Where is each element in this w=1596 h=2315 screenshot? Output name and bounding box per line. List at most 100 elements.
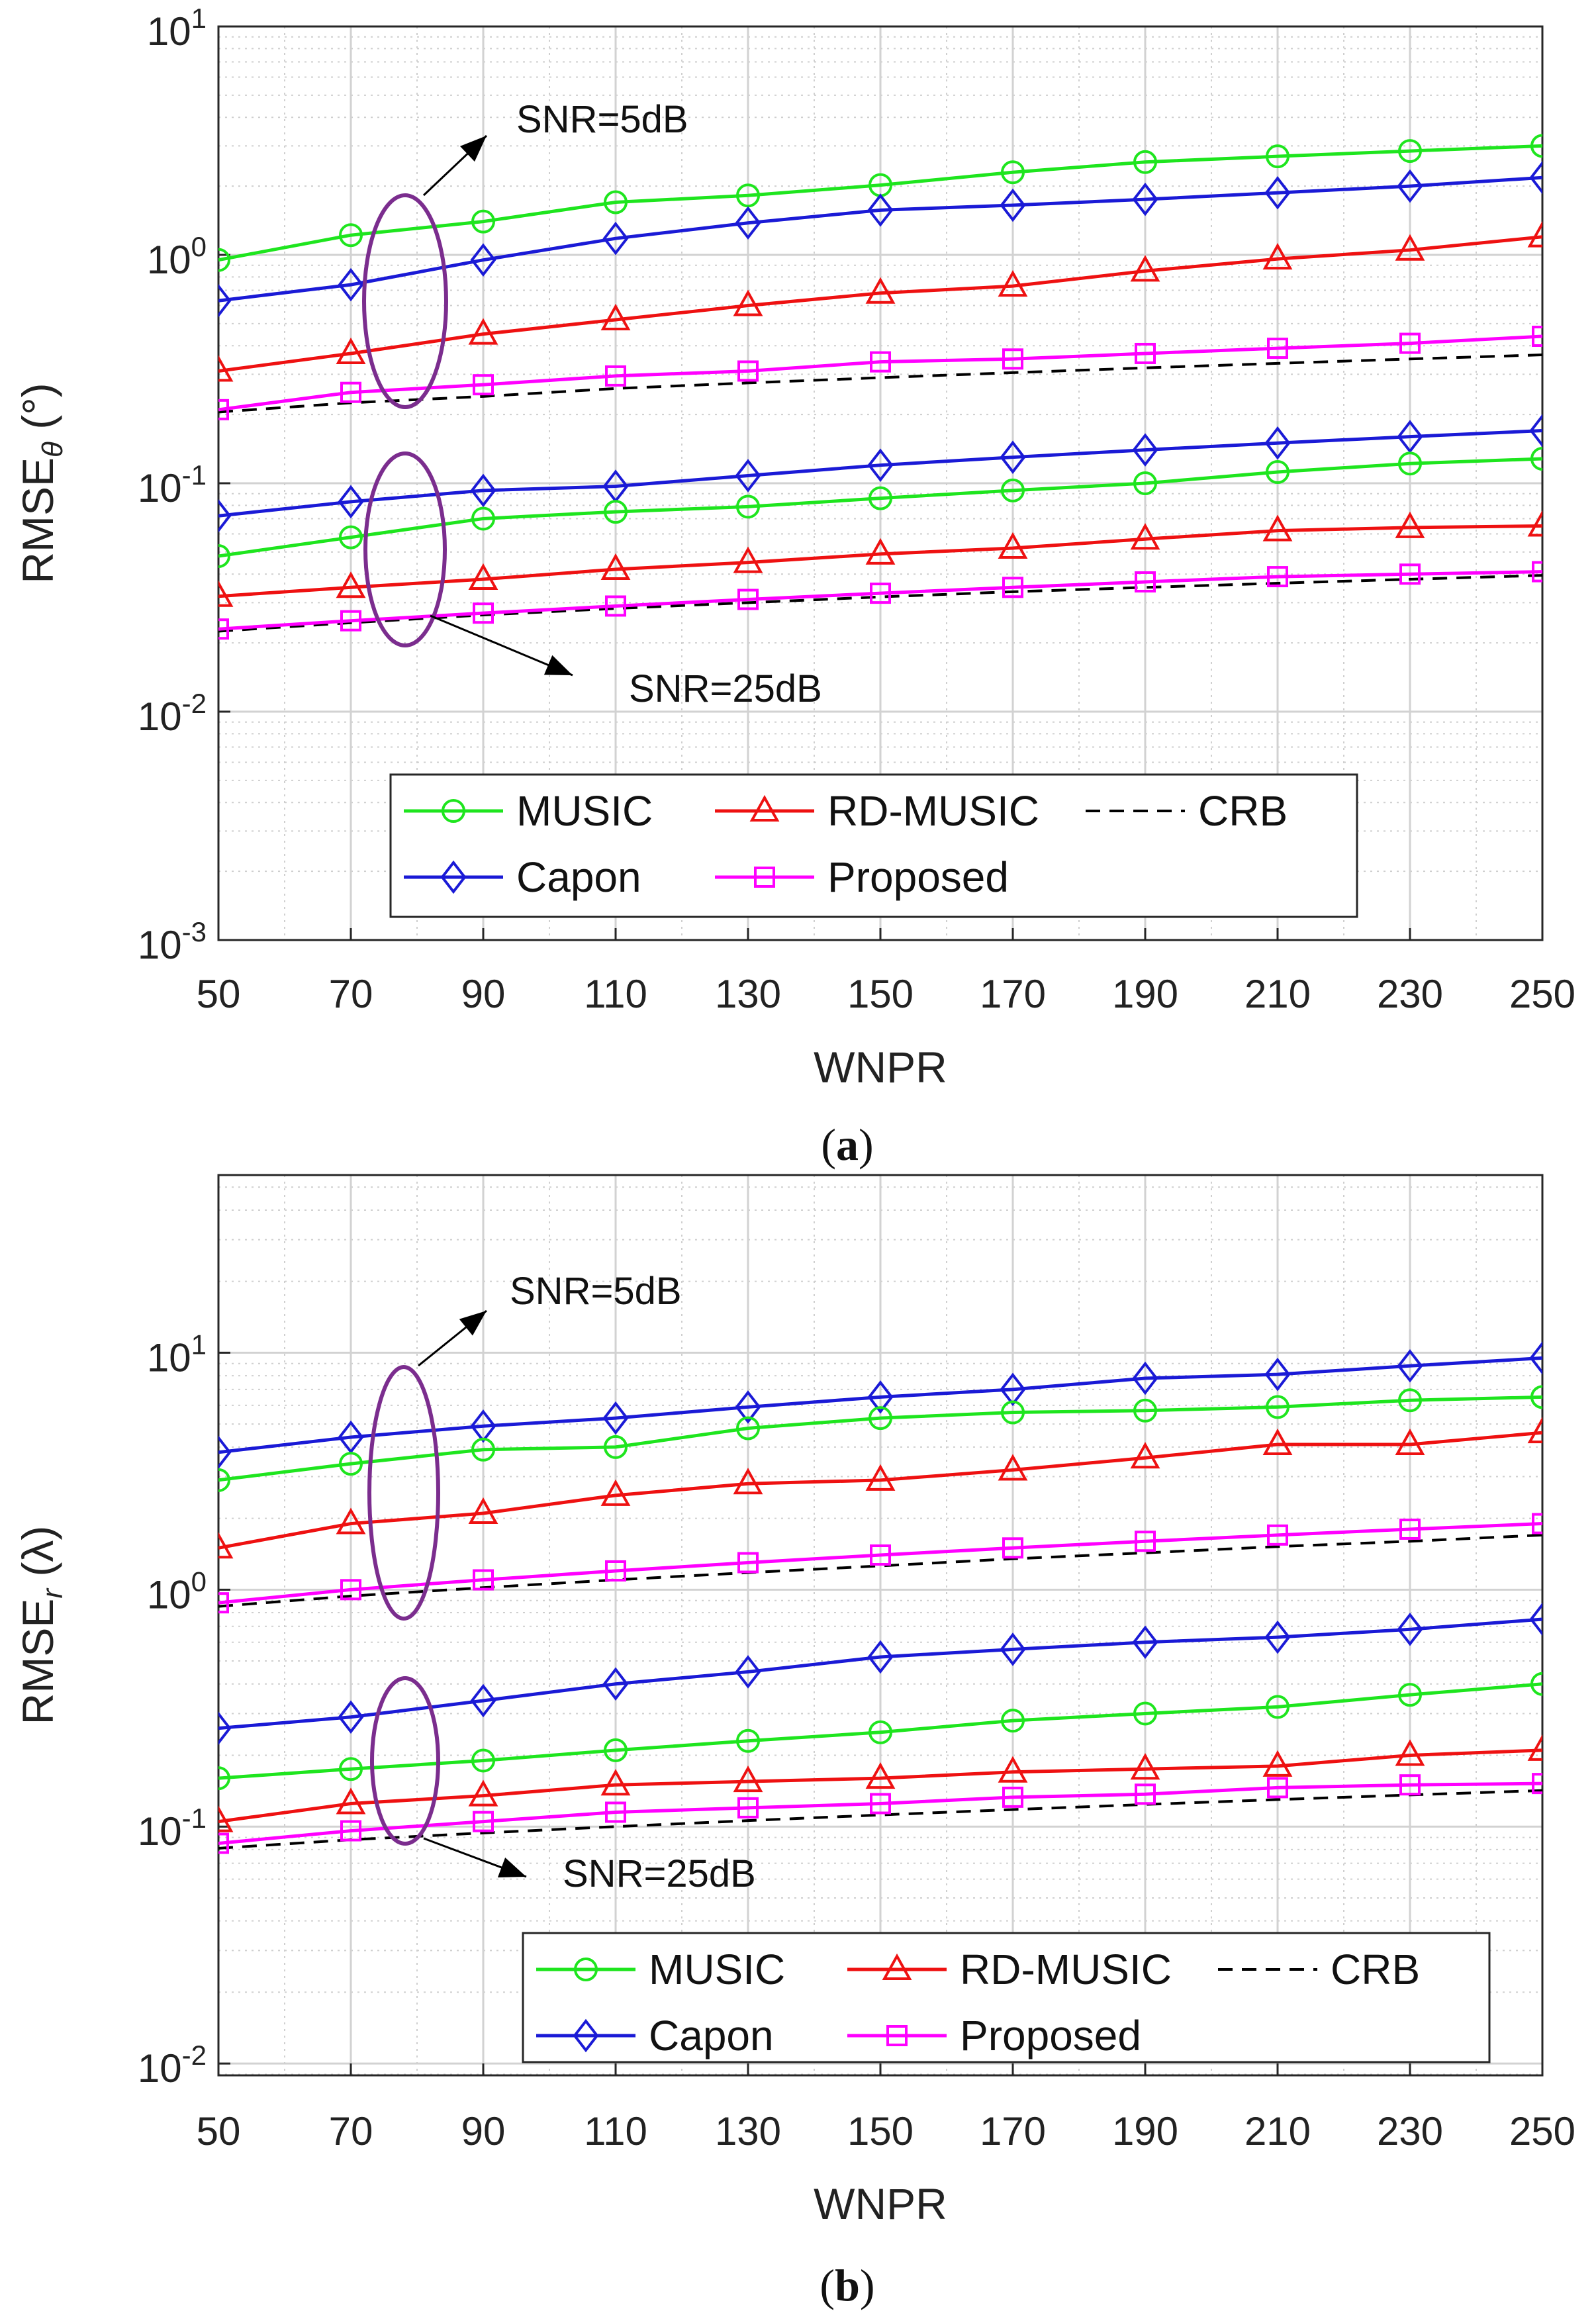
data-point-rd-music (218, 580, 234, 607)
x-tick-label: 110 (584, 2109, 647, 2153)
data-point-music (1530, 1385, 1542, 1409)
data-point-music (471, 1748, 495, 1773)
x-tick-label: 50 (197, 2109, 241, 2153)
y-tick-label: 100 (147, 1566, 207, 1617)
data-point-music (736, 495, 760, 519)
arrow-snr-25db-head (543, 655, 573, 675)
data-point-rd-music (600, 1479, 631, 1506)
data-point-capon (1000, 188, 1026, 222)
series-line-proposed-snr-25db (218, 1781, 1542, 1845)
arrow-snr-5db-head (459, 136, 487, 162)
series-line-capon-snr-5db (218, 1356, 1542, 1454)
annotation-snr-25db: SNR=25dB (563, 1852, 756, 1895)
data-point-music (1133, 1398, 1157, 1423)
data-point-proposed (1399, 332, 1421, 354)
data-point-music (218, 248, 230, 272)
data-point-capon (470, 473, 496, 508)
data-point-rd-music (1130, 523, 1160, 550)
y-tick-label: 10-2 (138, 688, 207, 739)
data-point-rd-music (1395, 1428, 1425, 1455)
data-point-proposed (1532, 1513, 1542, 1535)
x-tick-label: 150 (847, 2109, 914, 2153)
y-tick-label: 10-3 (138, 916, 207, 967)
x-tick-label: 190 (1112, 2109, 1178, 2153)
data-point-proposed (1135, 1783, 1156, 1805)
data-point-proposed (605, 1560, 626, 1582)
data-point-rd-music (865, 538, 896, 565)
series-line-proposed-snr-5db (218, 334, 1542, 412)
data-point-capon (1264, 1620, 1291, 1654)
data-point-music (218, 543, 230, 568)
data-point-capon (218, 1435, 232, 1470)
data-point-proposed (340, 610, 361, 632)
x-tick-label: 230 (1377, 2109, 1443, 2153)
data-point-music (868, 1720, 892, 1744)
y-tick-label: 101 (147, 1329, 207, 1380)
series-line-capon-snr-5db (218, 175, 1542, 303)
data-point-rd-music (218, 1805, 234, 1832)
data-point-music (471, 1437, 495, 1462)
data-point-capon (1000, 1632, 1026, 1666)
y-tick-label: 10-1 (138, 1803, 207, 1854)
data-point-rd-music (998, 1454, 1028, 1481)
data-point-music (218, 1766, 230, 1791)
arrow-snr-25db-head (497, 1857, 526, 1877)
data-point-capon (1397, 420, 1423, 453)
x-tick-label: 170 (980, 2109, 1046, 2153)
data-point-rd-music (733, 289, 763, 316)
data-point-music (604, 500, 628, 524)
data-point-music (339, 1757, 363, 1781)
data-point-rd-music (1262, 514, 1293, 542)
series-line-music-snr-25db (218, 457, 1542, 558)
data-point-rd-music (865, 1762, 896, 1789)
data-point-capon (338, 267, 364, 302)
series-line-rd-music-snr-25db (218, 524, 1542, 598)
data-point-music (339, 223, 363, 248)
data-point-proposed (605, 595, 626, 617)
data-point-rd-music (1527, 220, 1542, 248)
data-point-rd-music (600, 1769, 631, 1796)
series-line-music-snr-5db (218, 144, 1542, 262)
data-point-proposed (218, 1832, 229, 1854)
data-point-rd-music (1262, 1428, 1293, 1455)
data-point-capon (867, 193, 894, 227)
data-point-proposed (218, 618, 229, 640)
legend-label-proposed: Proposed (827, 853, 1009, 901)
data-point-music (1398, 451, 1422, 476)
data-point-capon (1264, 1357, 1291, 1392)
data-point-proposed (218, 1592, 229, 1614)
data-point-capon (470, 243, 496, 277)
data-point-proposed (1135, 1531, 1156, 1552)
x-tick-label: 70 (329, 972, 373, 1016)
data-point-proposed (1002, 577, 1023, 598)
data-point-proposed (473, 374, 494, 396)
data-point-music (1530, 1672, 1542, 1696)
data-point-proposed (1532, 561, 1542, 583)
data-point-music (339, 1452, 363, 1476)
x-tick-label: 190 (1112, 972, 1178, 1016)
ellipse-snr-25db (370, 1676, 440, 1846)
data-point-rd-music (998, 532, 1028, 559)
legend: MUSIC RD-MUSIC CRB Capon Proposed (522, 1932, 1491, 2063)
data-point-music (868, 486, 892, 510)
data-point-capon (1529, 1602, 1542, 1636)
legend-label-capon: Capon (516, 853, 641, 901)
data-point-music (1530, 447, 1542, 471)
x-tick-label: 90 (461, 972, 506, 1016)
data-point-rd-music (1395, 234, 1425, 261)
legend-label-crb: CRB (1198, 787, 1288, 835)
data-point-capon (735, 1390, 761, 1424)
data-point-proposed (473, 1811, 494, 1832)
data-point-music (1133, 471, 1157, 495)
data-point-rd-music (998, 1756, 1028, 1783)
data-point-capon (1132, 1625, 1158, 1659)
legend-marker-rd-music (749, 794, 780, 822)
data-point-rd-music (1262, 243, 1293, 270)
data-point-capon (867, 1380, 894, 1414)
legend-label-capon: Capon (649, 2012, 774, 2059)
data-point-proposed (1135, 342, 1156, 364)
y-axis-label: RMSEr (λ) (13, 1526, 69, 1725)
data-point-proposed (340, 1820, 361, 1842)
data-point-rd-music (1130, 1753, 1160, 1780)
